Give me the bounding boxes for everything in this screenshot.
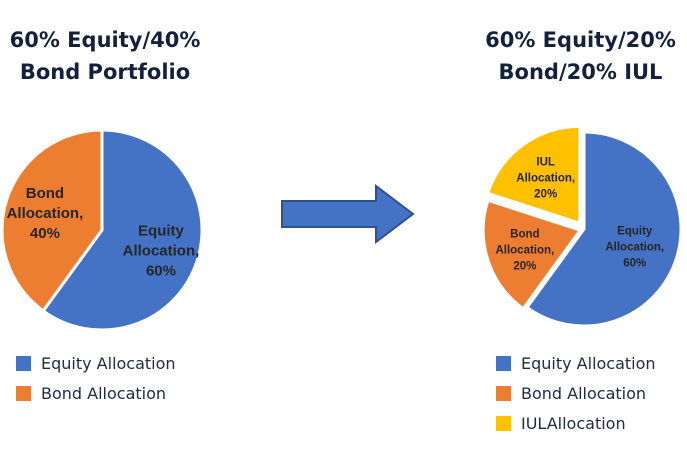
chart-title-60-20-20: 60% Equity/20% Bond/20% IUL: [474, 24, 687, 88]
slice-label-line: 60%: [146, 263, 176, 280]
legend-item-equity: Equity Allocation: [16, 348, 176, 378]
slice-label-line: Allocation,: [123, 243, 200, 260]
legend-label: Equity Allocation: [41, 353, 176, 373]
pie-chart-60-40: Equity Allocation, 60% Bond Allocation, 40%: [0, 128, 204, 332]
slice-label-line: Allocation,: [516, 172, 575, 184]
legend-swatch-equity: [16, 355, 31, 371]
legend-swatch-iul: [496, 415, 511, 431]
legend-swatch-bond: [496, 385, 511, 401]
chart-title-60-40: 60% Equity/40% Bond Portfolio: [0, 24, 210, 88]
legend-item-bond: Bond Allocation: [16, 378, 176, 408]
slice-label: Bond Allocation, 20%: [495, 228, 554, 272]
slice-label: Equity Allocation, 60%: [123, 223, 200, 280]
arrow-shape: [281, 183, 415, 245]
slice-label: Bond Allocation, 40%: [7, 185, 84, 242]
slice-label: Equity Allocation, 60%: [605, 226, 664, 270]
slice-label-line: Allocation,: [7, 205, 84, 222]
chart-title-line: Bond Portfolio: [19, 60, 191, 84]
legend-item-bond: Bond Allocation: [496, 378, 656, 408]
chart-title-line: Bond/20% IUL: [498, 60, 663, 84]
slice-label-line: Equity: [617, 226, 653, 238]
legend-label: Bond Allocation: [41, 383, 167, 403]
legend-label: Bond Allocation: [521, 383, 647, 403]
slice-label-line: 20%: [513, 260, 536, 272]
slice-label-line: Bond: [26, 185, 64, 202]
slice-label-line: IUL: [536, 156, 555, 168]
pie-chart-60-20-20: Equity Allocation, 60%Bond Allocation, 20%IU…: [481, 124, 683, 328]
pie-slice: [0, 128, 104, 313]
legend-swatch-equity: [496, 355, 511, 371]
slice-label-line: 40%: [30, 225, 60, 242]
chart-title-line: 60% Equity/20%: [485, 28, 676, 52]
slice-label-line: Bond: [510, 228, 539, 240]
slice-label-line: 60%: [623, 258, 646, 270]
slice-label-line: Allocation,: [495, 244, 554, 256]
pie-slice: [525, 130, 683, 328]
slice-label-line: Equity: [138, 223, 184, 240]
pie-slice: [481, 198, 582, 311]
chart-title-line: 60% Equity/40%: [9, 28, 201, 52]
legend-right: Equity Allocation Bond Allocation IULAll…: [496, 348, 656, 438]
legend-item-iul: IULAllocation: [496, 408, 656, 438]
slice-label-line: 20%: [534, 188, 557, 200]
legend-label: Equity Allocation: [521, 353, 656, 373]
legend-swatch-bond: [16, 385, 31, 401]
slice-label-line: Allocation,: [605, 242, 664, 254]
legend-left: Equity Allocation Bond Allocation: [16, 348, 176, 408]
pie-slice: [41, 128, 204, 332]
slice-label: IUL Allocation, 20%: [516, 156, 575, 200]
legend-label: IULAllocation: [521, 413, 626, 433]
pie-slice: [486, 124, 582, 225]
right-arrow-icon: [281, 183, 415, 245]
legend-item-equity: Equity Allocation: [496, 348, 656, 378]
